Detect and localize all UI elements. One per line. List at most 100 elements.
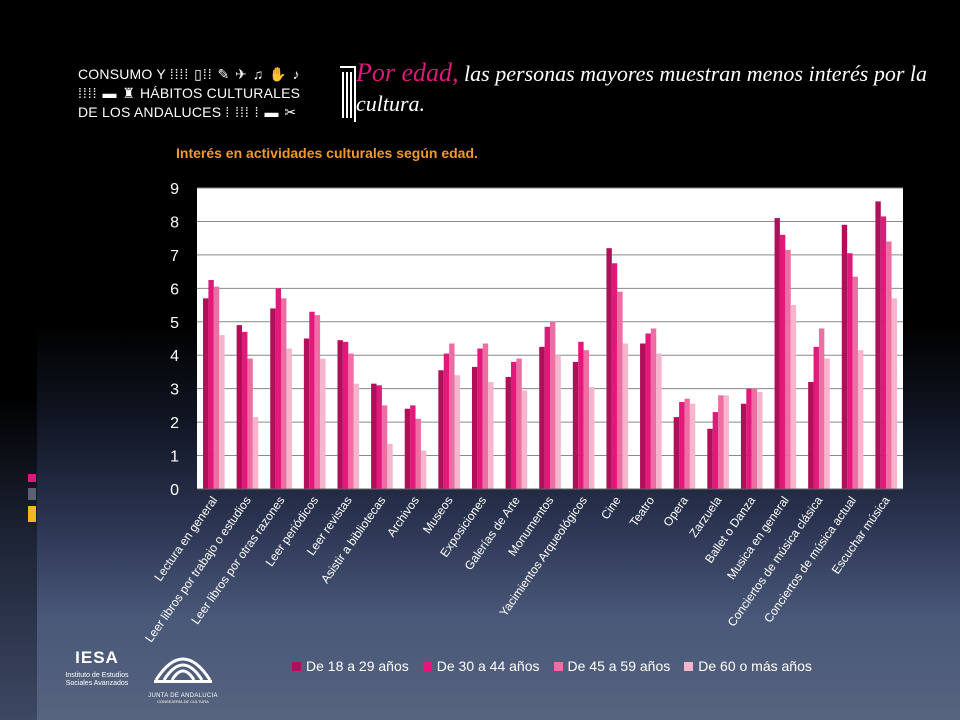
- bar: [516, 358, 522, 489]
- bar: [572, 361, 579, 489]
- bar: [689, 403, 696, 489]
- bar: [337, 340, 343, 489]
- y-tick-label: 5: [170, 315, 179, 332]
- x-tick-label: Museos: [420, 494, 456, 536]
- bar: [415, 418, 421, 489]
- bar: [583, 350, 590, 489]
- bar: [818, 328, 825, 489]
- legend-label: De 30 a 44 años: [436, 658, 540, 674]
- bar: [353, 383, 360, 489]
- bar: [219, 335, 225, 489]
- bar: [236, 325, 243, 489]
- x-tick-label: Cine: [598, 493, 624, 522]
- bar: [611, 263, 618, 489]
- bar: [449, 343, 455, 489]
- y-tick-label: 4: [170, 348, 179, 365]
- bar: [242, 331, 248, 489]
- bar: [746, 388, 752, 489]
- bar: [471, 366, 478, 489]
- bar: [555, 355, 561, 489]
- bar: [740, 403, 747, 489]
- bar: [751, 388, 758, 489]
- legend-swatch: [422, 661, 432, 671]
- bar: [813, 346, 819, 489]
- junta-logo-text: JUNTA DE ANDALUCIA: [148, 693, 218, 699]
- legend-item: De 60 o más años: [684, 655, 812, 677]
- y-tick-label: 0: [170, 482, 179, 499]
- bar: [275, 288, 282, 489]
- y-tick-label: 9: [170, 181, 179, 198]
- bar: [213, 286, 220, 489]
- y-tick-label: 6: [170, 281, 179, 298]
- logo-line-3-text: DE LOS ANDALUCES: [78, 104, 222, 120]
- headline-rest: las personas mayores muestran menos inte…: [356, 61, 928, 116]
- junta-de-andalucia-logo: JUNTA DE ANDALUCIA CONSEJERÍA DE CULTURA: [148, 640, 218, 710]
- bar: [589, 386, 595, 489]
- bar: [824, 358, 830, 489]
- bar: [521, 390, 528, 489]
- iesa-logo: IESA Instituto de Estudios Sociales Avanz…: [64, 648, 130, 706]
- legend-label: De 60 o más años: [698, 658, 812, 674]
- bar: [673, 417, 680, 489]
- logo-line-3: DE LOS ANDALUCES ⁞ ⁞⁞⁞ ⁞ ▬ ✂: [78, 104, 297, 121]
- bar: [640, 343, 646, 489]
- bar: [622, 343, 629, 489]
- legend-swatch: [684, 661, 694, 671]
- bar: [410, 405, 416, 489]
- left-strip: [0, 0, 37, 720]
- logo-bracket-icon: [340, 66, 356, 122]
- bar: [454, 375, 460, 489]
- bar: [578, 341, 584, 489]
- bar: [857, 350, 864, 489]
- bar: [420, 450, 427, 489]
- bar: [550, 321, 556, 489]
- accent-block-pink: [28, 474, 36, 482]
- bar: [510, 361, 517, 489]
- bar: [505, 376, 511, 489]
- bar: [606, 248, 612, 489]
- bar: [482, 343, 489, 489]
- bar: [891, 298, 897, 489]
- bar: [314, 315, 321, 489]
- x-tick-label: Asistir a bibliotecas: [318, 494, 388, 586]
- x-tick-label: Musica en general: [724, 494, 792, 582]
- bar: [650, 328, 657, 489]
- bar: [404, 408, 411, 489]
- consumo-logo: CONSUMO Y ⁞⁞⁞⁞ ▯⁞⁞ ✎ ✈ ♫ ✋ ♪ ⁞⁞⁞⁞ ▬ ♜ HÁ…: [78, 64, 338, 124]
- bar: [684, 398, 690, 489]
- bar: [342, 341, 349, 489]
- bar: [847, 253, 853, 489]
- bar: [303, 338, 310, 489]
- bar: [208, 279, 214, 489]
- bar: [679, 402, 685, 489]
- bar: [539, 346, 545, 489]
- bar: [270, 308, 276, 489]
- logo-line-1: CONSUMO Y ⁞⁞⁞⁞ ▯⁞⁞ ✎ ✈ ♫ ✋ ♪: [78, 66, 301, 83]
- y-tick-label: 8: [170, 214, 179, 231]
- bar: [757, 392, 763, 489]
- bar: [309, 311, 315, 489]
- bar: [886, 241, 892, 489]
- bar: [779, 234, 786, 489]
- legend: De 18 a 29 años De 30 a 44 años De 45 a 59…: [292, 655, 812, 677]
- bar: [645, 333, 651, 489]
- logo-line-2-text: HÁBITOS CULTURALES: [139, 85, 301, 101]
- bar: [774, 218, 780, 489]
- x-tick-label: Archivos: [384, 494, 422, 540]
- bar: [247, 358, 253, 489]
- chart-title: Interés en actividades culturales según …: [176, 145, 478, 161]
- iesa-logo-subtitle: Instituto de Estudios Sociales Avanzados: [65, 672, 129, 687]
- logo-line-3-glyphs: ⁞ ⁞⁞⁞ ⁞ ▬ ✂: [225, 104, 298, 120]
- junta-emblem-icon: [154, 657, 212, 683]
- headline: Por edad, las personas mayores muestran …: [356, 58, 946, 119]
- bar: [712, 412, 719, 489]
- accent-block-gray: [28, 488, 36, 500]
- bar: [443, 353, 450, 489]
- accent-block-yellow: [28, 506, 36, 522]
- bar: [438, 370, 444, 489]
- y-tick-label: 7: [170, 248, 179, 265]
- legend-label: De 45 a 59 años: [567, 658, 671, 674]
- bar: [381, 405, 388, 489]
